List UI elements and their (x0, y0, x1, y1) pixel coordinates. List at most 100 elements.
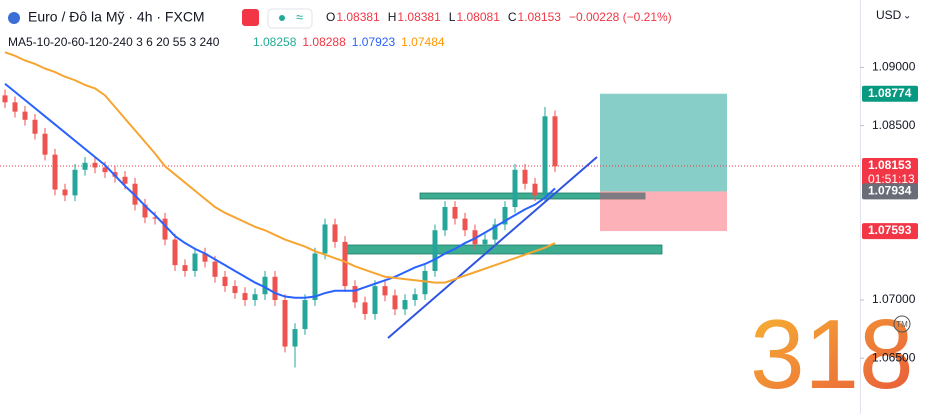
dropdown[interactable]: ⌄ (903, 11, 911, 22)
candle-body (342, 241, 348, 287)
candle-body (282, 300, 288, 347)
plot (0, 51, 860, 368)
ohlc-value: 1.08381 (336, 10, 380, 24)
candle-body (272, 276, 278, 301)
candle-body (462, 218, 468, 231)
candle-body (52, 154, 58, 190)
y-tick-label: 1.09000 (872, 60, 916, 74)
status-icon: ≈ (296, 9, 303, 24)
tm-ring (893, 315, 911, 333)
candle-body (522, 169, 528, 184)
candle-body (222, 276, 228, 287)
candle-body (472, 230, 478, 245)
indicator-value: 1.08288 (302, 35, 346, 49)
indicator: MA5-10-20-60-120-240 3 6 20 55 3 240 (8, 35, 220, 49)
candle-body (302, 300, 308, 330)
candle-body (322, 224, 328, 254)
candle-body (512, 169, 518, 207)
candle-body (502, 207, 508, 225)
price-badge-label: 1.07934 (868, 184, 912, 198)
indicator-value: 1.07484 (401, 35, 445, 49)
candle-body (372, 286, 378, 314)
candle-body (12, 102, 18, 112)
moving-average (4, 51, 556, 284)
candle-body (442, 207, 448, 231)
candle-body (382, 286, 388, 296)
ohlc-value: 1.08381 (397, 10, 441, 24)
flag-badge (242, 9, 259, 26)
candle-body (352, 286, 358, 303)
price-badge (862, 157, 918, 188)
candle-body (102, 167, 108, 173)
zone (600, 193, 645, 199)
status-dot (279, 15, 285, 21)
candle-body (422, 270, 428, 295)
price-badge-label: 1.07593 (868, 223, 912, 237)
candle-body (182, 265, 188, 271)
ohlc: O 1.08381 H 1.08381 L 1.08081 C 1.08153 −0.00228… (326, 10, 672, 24)
drawings (344, 93, 727, 339)
candle-body (192, 253, 198, 271)
price-badge-label: 1.08153 (868, 158, 912, 172)
candle-body (542, 116, 548, 196)
candle-body (202, 253, 208, 262)
flag-icon (8, 12, 20, 24)
candle-body (432, 230, 438, 271)
ohlc-key: C (508, 10, 517, 24)
candle-body (2, 95, 8, 103)
zone (344, 244, 663, 255)
candle-body (262, 276, 268, 295)
toggle[interactable] (267, 8, 313, 29)
price-badge (862, 223, 918, 240)
ohlc-key: H (388, 10, 397, 24)
candle-body (32, 119, 38, 134)
candle-body (412, 294, 418, 301)
currency[interactable]: USD (876, 8, 902, 22)
axis-border (860, 0, 861, 414)
candle-body (532, 183, 538, 196)
price-badge-label: 1.08774 (868, 86, 912, 100)
candle-body (152, 217, 158, 219)
candle-body (362, 302, 368, 314)
moving-average (4, 82, 556, 299)
trademark: TM (896, 320, 908, 329)
take-profit-zone (600, 93, 727, 192)
y-tick-label: 1.08500 (872, 118, 916, 132)
candle-body (142, 204, 148, 218)
change: −0.00228 (−0.21%) (569, 10, 672, 24)
ohlc-key: O (326, 10, 335, 24)
candle-body (312, 253, 318, 301)
candle-body (452, 207, 458, 219)
candle-body (62, 189, 68, 196)
ohlc-value: 1.08153 (518, 10, 562, 24)
price-timer: 01:51:13 (868, 172, 915, 186)
candle-body (212, 261, 218, 277)
candle-body (252, 294, 258, 301)
candle-body (162, 218, 168, 240)
price-badge (862, 85, 918, 102)
candle-body (82, 162, 88, 170)
candle-body (492, 224, 498, 240)
candle-body (232, 286, 238, 294)
candle-body (402, 300, 408, 310)
trend-line (387, 156, 598, 339)
candle-body (172, 239, 178, 266)
indicator-values: 1.08258 1.08288 1.07923 1.07484 (253, 35, 445, 49)
y-tick-label: 1.06500 (872, 350, 916, 364)
price-badge (862, 183, 918, 200)
candle-body (552, 116, 558, 167)
candle-body (392, 295, 398, 310)
candle-body (72, 169, 78, 196)
watermark: 318 (750, 299, 914, 409)
ohlc-key: L (449, 10, 456, 24)
indicator-value: 1.07923 (352, 35, 396, 49)
ohlc-value: 1.08081 (456, 10, 500, 24)
candle-body (22, 111, 28, 120)
indicator-value: 1.08258 (253, 35, 297, 49)
candle-body (92, 162, 98, 168)
y-tick-label: 1.07000 (872, 292, 916, 306)
candle-body (122, 176, 128, 184)
candle-body (292, 329, 298, 347)
candle-body (332, 224, 338, 242)
